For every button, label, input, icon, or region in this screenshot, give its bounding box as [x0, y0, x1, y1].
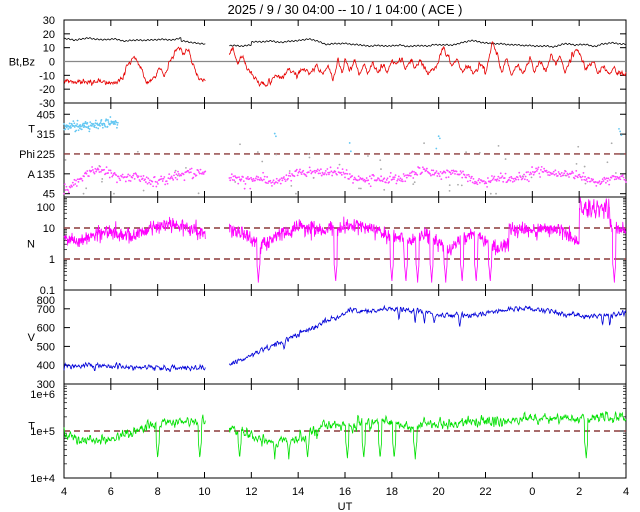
svg-text:225: 225	[37, 149, 55, 161]
svg-text:500: 500	[37, 341, 55, 353]
svg-text:1: 1	[49, 254, 55, 266]
svg-text:30: 30	[43, 15, 55, 27]
svg-text:10: 10	[198, 486, 210, 498]
svg-text:18: 18	[386, 486, 398, 498]
svg-text:600: 600	[37, 323, 55, 335]
svg-text:45: 45	[43, 189, 55, 201]
svg-text:0: 0	[529, 486, 535, 498]
svg-text:6: 6	[108, 486, 114, 498]
svg-text:T: T	[28, 124, 35, 136]
svg-text:Phi: Phi	[19, 149, 35, 161]
svg-text:12: 12	[245, 486, 257, 498]
svg-text:10: 10	[43, 43, 55, 55]
svg-text:135: 135	[37, 169, 55, 181]
svg-text:100: 100	[37, 202, 55, 214]
svg-text:4: 4	[61, 486, 67, 498]
svg-text:20: 20	[43, 29, 55, 41]
svg-text:V: V	[28, 332, 36, 344]
svg-text:400: 400	[37, 360, 55, 372]
svg-text:14: 14	[292, 486, 304, 498]
svg-text:315: 315	[37, 129, 55, 141]
svg-text:-20: -20	[39, 84, 55, 96]
svg-text:8: 8	[155, 486, 161, 498]
svg-text:700: 700	[37, 304, 55, 316]
svg-text:-10: -10	[39, 70, 55, 82]
svg-text:0: 0	[49, 57, 55, 69]
svg-text:405: 405	[37, 109, 55, 121]
svg-text:22: 22	[479, 486, 491, 498]
svg-text:T: T	[28, 421, 35, 433]
svg-text:UT: UT	[338, 501, 353, 512]
svg-text:4: 4	[623, 486, 629, 498]
svg-text:10: 10	[43, 223, 55, 235]
svg-text:A: A	[28, 169, 36, 181]
svg-text:16: 16	[339, 486, 351, 498]
svg-text:N: N	[27, 239, 35, 251]
svg-text:2: 2	[576, 486, 582, 498]
svg-text:1e+6: 1e+6	[30, 389, 55, 401]
svg-text:-30: -30	[39, 98, 55, 110]
svg-text:1e+4: 1e+4	[30, 473, 55, 485]
svg-text:20: 20	[433, 486, 445, 498]
svg-text:Bt,Bz: Bt,Bz	[9, 57, 35, 69]
